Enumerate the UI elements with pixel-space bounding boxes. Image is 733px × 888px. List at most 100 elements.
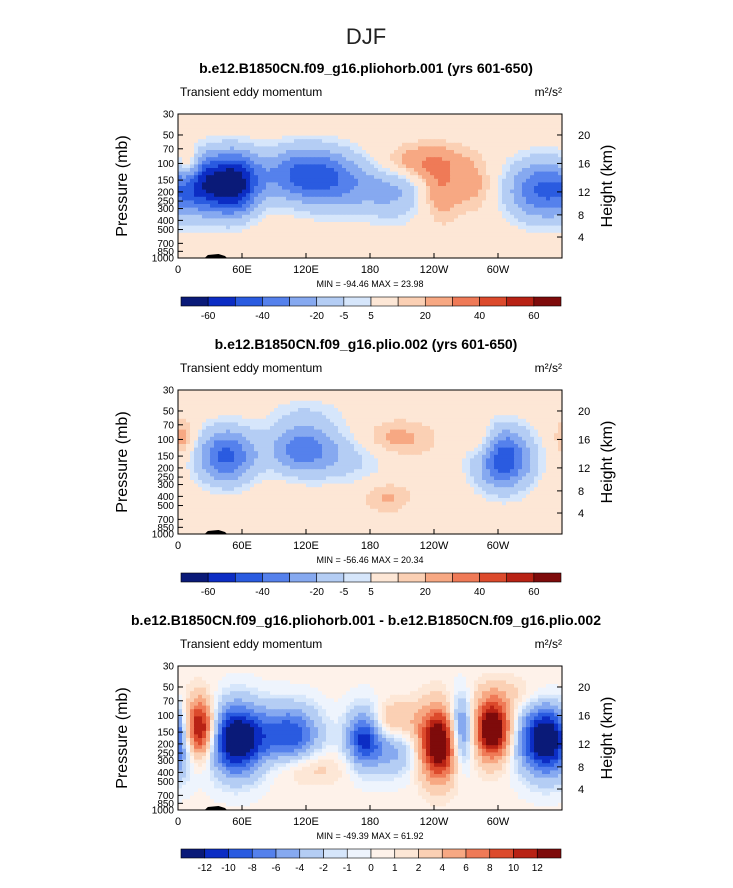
field-cell (194, 175, 199, 180)
field-cell (450, 132, 455, 137)
field-cell (398, 150, 403, 155)
field-cell (486, 146, 491, 151)
field-cell (558, 408, 563, 413)
field-cell (310, 236, 315, 241)
field-cell (322, 189, 327, 194)
field-cell (218, 236, 223, 241)
field-cell (458, 411, 463, 416)
colorbar-label: -5 (339, 311, 348, 322)
field-cell (410, 175, 415, 180)
field-cell (418, 189, 423, 194)
field-cell (342, 390, 347, 395)
field-cell (318, 247, 323, 252)
field-cell (418, 175, 423, 180)
field-cell (194, 415, 199, 420)
field-cell (366, 415, 371, 420)
field-cell (370, 214, 375, 219)
field-cell (282, 207, 287, 212)
field-cell (354, 193, 359, 198)
field-cell (258, 250, 263, 255)
field-cell (322, 400, 327, 405)
field-cell (254, 124, 259, 129)
field-cell (550, 121, 555, 126)
field-cell (354, 415, 359, 420)
field-cell (374, 422, 379, 427)
field-cell (526, 171, 531, 176)
field-cell (494, 404, 499, 409)
field-cell (454, 132, 459, 137)
field-cell (182, 139, 187, 144)
field-cell (342, 408, 347, 413)
field-cell (522, 150, 527, 155)
field-cell (186, 400, 191, 405)
field-cell (418, 204, 423, 209)
field-cell (262, 426, 267, 431)
field-cell (526, 408, 531, 413)
field-cell (218, 117, 223, 122)
field-cell (530, 189, 535, 194)
field-cell (410, 390, 415, 395)
field-cell (338, 236, 343, 241)
field-cell (538, 408, 543, 413)
x-tick-label: 120E (293, 264, 319, 276)
field-cell (542, 390, 547, 395)
field-cell (554, 186, 559, 191)
field-cell (494, 204, 499, 209)
field-cell (422, 121, 427, 126)
field-cell (254, 164, 259, 169)
field-cell (418, 117, 423, 122)
field-cell (554, 146, 559, 151)
field-cell (286, 247, 291, 252)
field-cell (498, 142, 503, 147)
field-cell (522, 178, 527, 183)
field-cell (334, 422, 339, 427)
field-cell (326, 404, 331, 409)
field-cell (534, 189, 539, 194)
field-cell (466, 114, 471, 119)
field-cell (302, 250, 307, 255)
field-cell (442, 243, 447, 248)
field-cell (414, 204, 419, 209)
field-cell (490, 243, 495, 248)
field-cell (290, 128, 295, 133)
field-cell (462, 121, 467, 126)
field-cell (274, 236, 279, 241)
field-cell (378, 142, 383, 147)
field-cell (310, 189, 315, 194)
field-cell (382, 204, 387, 209)
field-cell (342, 247, 347, 252)
field-cell (510, 117, 515, 122)
field-cell (334, 400, 339, 405)
field-cell (490, 229, 495, 234)
field-cell (482, 168, 487, 173)
field-cell (522, 400, 527, 405)
field-cell (322, 422, 327, 427)
field-cell (406, 168, 411, 173)
field-cell (442, 204, 447, 209)
field-cell (318, 218, 323, 223)
field-cell (458, 153, 463, 158)
field-cell (182, 128, 187, 133)
field-cell (274, 117, 279, 122)
field-cell (366, 390, 371, 395)
field-cell (186, 247, 191, 252)
field-cell (190, 186, 195, 191)
field-cell (214, 124, 219, 129)
field-cell (506, 222, 511, 227)
field-cell (178, 204, 183, 209)
field-cell (558, 397, 563, 402)
field-cell (382, 200, 387, 205)
field-cell (278, 214, 283, 219)
field-cell (506, 121, 511, 126)
field-cell (222, 150, 227, 155)
field-cell (238, 404, 243, 409)
field-cell (438, 204, 443, 209)
field-cell (270, 408, 275, 413)
field-cell (462, 225, 467, 230)
field-cell (270, 236, 275, 241)
field-cell (506, 418, 511, 423)
field-cell (498, 175, 503, 180)
field-cell (362, 390, 367, 395)
field-cell (334, 186, 339, 191)
field-cell (190, 150, 195, 155)
